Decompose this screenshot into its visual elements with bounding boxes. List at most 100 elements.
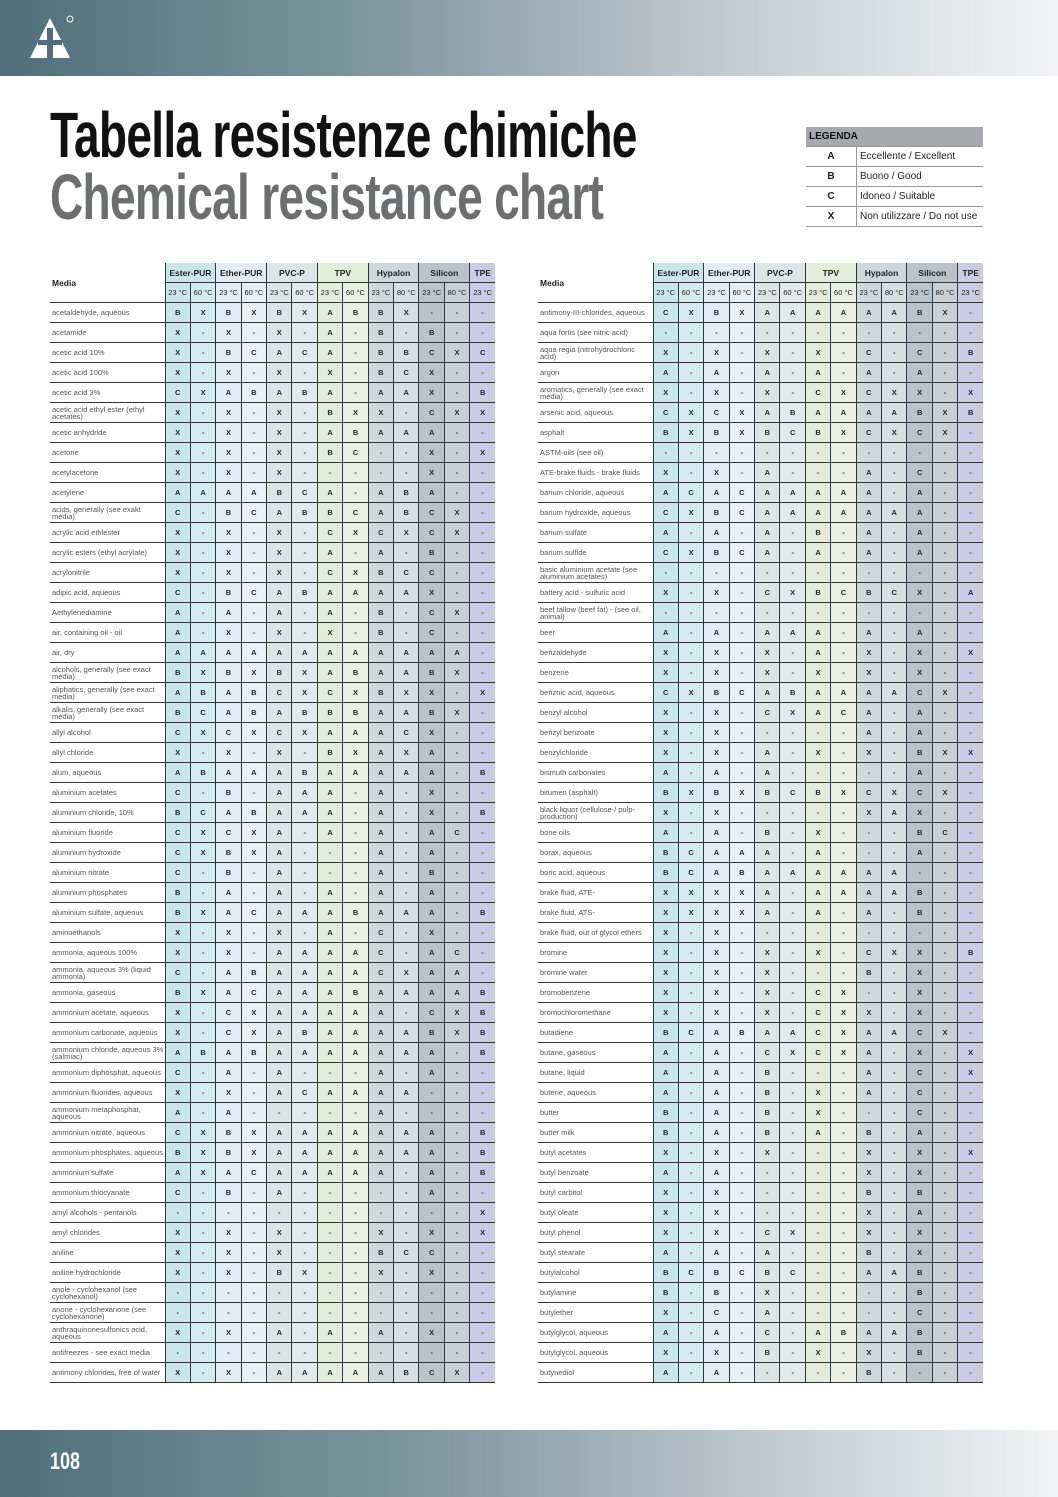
rating-cell: -	[291, 522, 318, 543]
rating-cell: -	[443, 1302, 470, 1323]
rating-cell: C	[906, 1302, 933, 1323]
rating-cell: -	[804, 1162, 831, 1183]
rating-cell: -	[728, 562, 755, 583]
rating-cell: X	[830, 1042, 857, 1063]
title-english: Chemical resistance chart	[50, 161, 604, 233]
rating-cell: -	[469, 962, 496, 983]
rating-cell: -	[469, 362, 496, 383]
rating-cell: B	[469, 762, 496, 783]
rating-cell: A	[906, 542, 933, 563]
rating-cell: -	[779, 1322, 806, 1343]
rating-cell: A	[291, 1142, 318, 1163]
rating-cell: -	[291, 622, 318, 643]
rating-cell: X	[189, 1142, 216, 1163]
rating-cell: C	[316, 682, 343, 703]
rating-cell: X	[931, 302, 958, 323]
rating-cell: A	[367, 662, 394, 683]
rating-cell: X	[830, 982, 857, 1003]
rating-cell: -	[957, 442, 984, 463]
media-name: antifreezes - see exact media	[50, 1342, 165, 1363]
rating-cell: -	[393, 842, 419, 863]
rating-cell: X	[804, 1082, 831, 1103]
rating-cell: -	[881, 922, 907, 943]
rating-cell: C	[728, 682, 755, 703]
rating-cell: A	[652, 1322, 679, 1343]
rating-cell: B	[240, 702, 267, 723]
rating-cell: X	[906, 662, 933, 683]
rating-cell: -	[957, 1002, 984, 1023]
rating-cell: -	[316, 1182, 343, 1203]
rating-cell: -	[677, 942, 704, 963]
rating-cell: A	[316, 782, 343, 803]
table-row: acids, generally (see exakt media) C - B C A B…	[50, 502, 496, 523]
rating-cell: A	[240, 482, 267, 503]
rating-cell: -	[830, 1362, 857, 1383]
rating-cell: X	[931, 422, 958, 443]
table-row: ammonium carbonate, aqueous X - C X A B A A A A B X B	[50, 1022, 496, 1043]
rating-cell: B	[652, 862, 679, 883]
rating-cell: -	[830, 602, 857, 623]
rating-cell: -	[677, 1302, 704, 1323]
media-name: butylglycol, aqueous	[538, 1322, 653, 1343]
rating-cell: X	[164, 342, 191, 363]
rating-cell: -	[677, 1122, 704, 1143]
rating-cell: -	[881, 1122, 907, 1143]
rating-cell: -	[906, 922, 933, 943]
rating-cell: A	[342, 942, 369, 963]
rating-cell: -	[804, 1062, 831, 1083]
rating-cell: A	[291, 902, 318, 923]
rating-cell: X	[957, 742, 984, 763]
rating-cell: B	[215, 842, 242, 863]
rating-cell: -	[830, 542, 857, 563]
rating-cell: A	[418, 422, 445, 443]
rating-cell: A	[855, 1262, 882, 1283]
rating-cell: C	[779, 782, 806, 803]
rating-cell: -	[677, 802, 704, 823]
media-name: asphalt	[538, 422, 653, 443]
rating-cell: A	[367, 742, 394, 763]
rating-cell: -	[779, 802, 806, 823]
rating-cell: -	[931, 322, 958, 343]
rating-cell: X	[240, 842, 267, 863]
rating-cell: -	[418, 1342, 445, 1363]
media-name: acetic acid 100%	[50, 362, 165, 383]
rating-cell: -	[728, 1302, 755, 1323]
rating-cell: -	[443, 742, 470, 763]
rating-cell: A	[906, 1122, 933, 1143]
rating-cell: -	[881, 342, 907, 363]
rating-cell: -	[957, 822, 984, 843]
rating-cell: A	[291, 982, 318, 1003]
rating-cell: X	[418, 722, 445, 743]
temperature-header: 60 °C	[779, 282, 806, 303]
rating-cell: A	[754, 462, 780, 483]
rating-cell: A	[316, 822, 343, 843]
rating-cell: C	[418, 402, 445, 423]
rating-cell: A	[754, 882, 780, 903]
rating-cell: -	[703, 602, 730, 623]
rating-cell: A	[164, 1162, 191, 1183]
rating-cell: -	[957, 482, 984, 503]
rating-cell: -	[957, 462, 984, 483]
rating-cell: C	[703, 402, 730, 423]
rating-cell: X	[652, 902, 679, 923]
rating-cell: -	[830, 1282, 857, 1303]
rating-cell: C	[418, 522, 445, 543]
table-row: benzene X - X - X - X - X - X - -	[538, 662, 984, 683]
table-row: butadiene B C A B A A C X A A C X -	[538, 1022, 984, 1043]
rating-cell: A	[906, 522, 933, 543]
rating-cell: -	[931, 1142, 958, 1163]
rating-cell: A	[703, 1062, 730, 1083]
rating-cell: -	[830, 1102, 857, 1123]
rating-cell: A	[418, 1042, 445, 1063]
rating-cell: -	[931, 602, 958, 623]
rating-cell: X	[164, 942, 191, 963]
rating-cell: X	[215, 742, 242, 763]
rating-cell: B	[703, 422, 730, 443]
rating-cell: C	[393, 362, 419, 383]
rating-cell: X	[652, 1222, 679, 1243]
rating-cell: A	[652, 1042, 679, 1063]
rating-cell: X	[754, 1142, 780, 1163]
rating-cell: A	[652, 482, 679, 503]
rating-cell: -	[830, 622, 857, 643]
rating-cell: -	[728, 962, 755, 983]
